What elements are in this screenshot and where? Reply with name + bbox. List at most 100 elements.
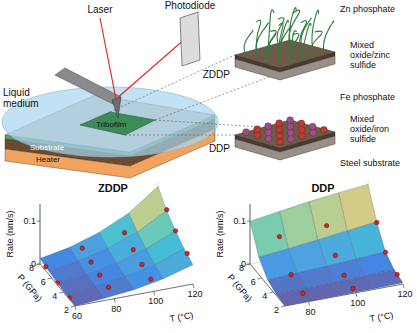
- phosphate-fibre: [301, 18, 311, 46]
- y-tick: [269, 292, 273, 293]
- data-point: [351, 286, 355, 290]
- label: Fe phosphate: [340, 92, 395, 102]
- label: oxide/zinc: [350, 50, 391, 60]
- inset-top: [235, 120, 335, 148]
- data-point: [80, 246, 84, 250]
- surface-cell: [259, 249, 297, 280]
- surface-chart: 6080100120246800.1ZDDPT (°C)P (GPa)Rate …: [5, 182, 203, 324]
- phosphate-fibre: [277, 18, 284, 46]
- label: sulfide: [350, 60, 376, 70]
- data-point: [375, 220, 379, 224]
- phosphate-blob: [287, 117, 294, 124]
- phosphate-blob: [265, 135, 272, 142]
- surface-cell: [276, 288, 314, 306]
- x-tick-label: 120: [397, 289, 412, 299]
- x-tick: [154, 291, 155, 295]
- laser-beam: [100, 18, 186, 99]
- phosphate-blob: [276, 132, 283, 139]
- x-tick: [193, 284, 194, 288]
- data-point: [173, 229, 177, 233]
- phosphate-blob: [309, 129, 316, 136]
- z-tick: [247, 221, 250, 222]
- surface-cell: [66, 287, 104, 306]
- z-tick: [37, 264, 40, 265]
- x-axis-label: T (°C): [169, 310, 194, 324]
- x-tick: [403, 284, 404, 288]
- phosphate-blob: [320, 126, 327, 133]
- data-point: [333, 253, 337, 257]
- y-tick: [71, 306, 75, 307]
- data-point: [106, 285, 110, 289]
- y-axis-label: P (GPa): [16, 272, 44, 303]
- inset: DDPFe phosphateMixedoxide/ironsulfideSte…: [209, 92, 400, 168]
- chart-title: ZDDP: [98, 182, 128, 194]
- phosphate-blob: [276, 138, 283, 145]
- x-tick-label: 120: [187, 289, 202, 299]
- label: Mixed: [350, 114, 374, 124]
- x-tick: [114, 299, 115, 303]
- x-tick-label: 80: [111, 304, 121, 314]
- phosphate-blob: [298, 132, 305, 139]
- surface: [250, 184, 403, 306]
- data-point: [55, 281, 59, 285]
- y-tick: [48, 278, 52, 279]
- label: Zn phosphate: [340, 4, 395, 14]
- y-tick: [59, 292, 63, 293]
- y-tick-label: 6: [41, 277, 46, 287]
- y-tick-label: 4: [52, 291, 57, 301]
- z-axis-label: Rate (nm/s): [5, 210, 15, 257]
- connector: [125, 135, 235, 136]
- label: Substrate: [30, 143, 65, 152]
- y-tick: [36, 264, 40, 265]
- z-tick: [37, 221, 40, 222]
- pane-edge: [250, 204, 251, 264]
- z-axis: [250, 204, 251, 264]
- data-point: [140, 262, 144, 266]
- data-point: [324, 223, 328, 227]
- phosphate-blob: [276, 126, 283, 133]
- inset-top: [235, 40, 335, 68]
- y-tick-label: 2: [64, 305, 69, 315]
- phosphate-fibre: [289, 10, 300, 49]
- x-tick: [75, 306, 76, 310]
- phosphate-blob: [254, 132, 261, 139]
- data-point: [395, 272, 399, 276]
- label: Tribofilm: [96, 120, 127, 129]
- phosphate-blob: [298, 126, 305, 133]
- x-tick: [309, 302, 310, 306]
- x-axis-label: T (°C): [369, 310, 394, 324]
- phosphate-blob: [265, 129, 272, 136]
- z-axis: [40, 204, 41, 264]
- data-point: [44, 265, 48, 269]
- z-tick: [247, 264, 250, 265]
- photodiode: [180, 12, 200, 66]
- x-tick-label: 100: [148, 296, 163, 306]
- chart-title: DDP: [311, 182, 334, 194]
- phosphate-fibre: [291, 31, 297, 56]
- x-tick: [356, 293, 357, 297]
- label: medium: [3, 98, 39, 109]
- phosphate-fibre: [323, 21, 333, 53]
- phosphate-fibre: [244, 30, 253, 55]
- data-point: [98, 273, 102, 277]
- y-tick: [258, 278, 262, 279]
- phosphate-blob: [287, 129, 294, 136]
- label: ZDDP: [203, 69, 231, 80]
- phosphate-blob: [309, 123, 316, 130]
- phosphate-fibre: [300, 21, 307, 53]
- x-tick-label: 100: [350, 298, 365, 308]
- label: Laser: [87, 4, 113, 15]
- data-point: [383, 250, 387, 254]
- label: oxide/iron: [350, 124, 389, 134]
- data-point: [165, 207, 169, 211]
- phosphate-blob: [243, 129, 250, 136]
- data-point: [289, 272, 293, 276]
- figure: LaserPhotodiodeLiquidmediumTribofilmSubs…: [0, 0, 417, 333]
- phosphate-fibre: [311, 31, 322, 56]
- y-axis-label: P (GPa): [226, 272, 254, 303]
- surface-chart: 80100120246800.1DDPT (°C)P (GPa)Rate (nm…: [215, 182, 413, 324]
- data-point: [342, 273, 346, 277]
- label: DDP: [209, 143, 230, 154]
- pane-edge: [40, 204, 41, 264]
- z-tick-label: 0: [241, 259, 246, 269]
